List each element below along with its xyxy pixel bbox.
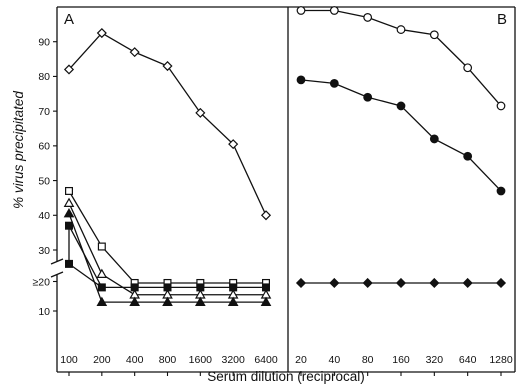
x-tick-label-b: 160 xyxy=(392,354,410,366)
x-tick-label-a: 6400 xyxy=(254,354,278,366)
y-tick-label: ≥20 xyxy=(33,276,51,288)
data-point-a-open-diamond xyxy=(228,139,239,150)
axes-layer xyxy=(50,6,516,376)
data-point-a-filled-square xyxy=(229,283,238,292)
x-tick-label-b: 1280 xyxy=(489,354,513,366)
x-tick-label-b: 80 xyxy=(362,354,374,366)
text-layer: 10 ≥20 30 40 50 60 70 80 90 100 200 400 800 1600 3200 6… xyxy=(11,11,513,384)
data-point-a-open-diamond xyxy=(63,64,75,75)
x-tick-label-a: 200 xyxy=(93,354,111,366)
data-point-b-filled-diamond xyxy=(329,277,340,289)
connector-line-a xyxy=(68,263,103,288)
data-point-a-filled-square xyxy=(163,283,172,292)
data-point-a-open-diamond xyxy=(195,107,206,118)
data-point-a-open-diamond xyxy=(96,27,107,39)
data-point-a-filled-triangle xyxy=(63,208,75,218)
data-point-b-open-circle xyxy=(429,30,439,40)
data-point-a-open-triangle xyxy=(96,268,108,278)
data-point-a-filled-square xyxy=(64,259,73,268)
data-point-b-filled-circle xyxy=(463,151,473,161)
data-point-a-open-triangle xyxy=(63,197,75,207)
data-point-a-open-diamond xyxy=(129,47,140,58)
y-tick-label: 50 xyxy=(38,175,50,187)
series-line-a-filled-square xyxy=(68,225,266,289)
y-tick-label: 30 xyxy=(38,245,50,257)
data-point-b-filled-circle xyxy=(429,134,439,144)
y-tick-label: 80 xyxy=(38,71,50,83)
data-point-a-filled-square xyxy=(262,283,271,292)
series-line-a-open-diamond xyxy=(68,32,267,216)
axis-break-mark xyxy=(50,258,64,265)
series-line-b-filled-circle xyxy=(300,79,502,192)
data-point-b-open-circle xyxy=(329,6,339,15)
x-tick-label-a: 400 xyxy=(126,354,144,366)
data-point-b-open-circle xyxy=(396,25,406,34)
data-point-b-filled-circle xyxy=(363,92,373,102)
y-axis-title: % virus precipitated xyxy=(11,91,26,209)
data-point-a-filled-triangle xyxy=(162,296,173,306)
x-tick-label-a: 1600 xyxy=(189,354,213,366)
x-tick-label-a: 800 xyxy=(159,354,177,366)
x-tick-label-a: 3200 xyxy=(221,354,245,366)
x-tick-label-a: 100 xyxy=(60,354,78,366)
data-point-a-open-diamond xyxy=(260,210,272,221)
data-point-a-open-square xyxy=(64,186,73,195)
data-point-a-open-diamond xyxy=(162,60,173,72)
data-point-a-filled-square xyxy=(130,283,139,292)
x-tick-label-b: 320 xyxy=(426,354,444,366)
x-axis-title: Serum dilution (reciprocal) xyxy=(207,369,365,384)
data-point-b-filled-circle xyxy=(296,75,306,85)
data-point-b-filled-diamond xyxy=(429,277,440,289)
data-point-a-filled-triangle xyxy=(129,296,141,306)
data-point-a-filled-triangle xyxy=(227,296,239,306)
data-point-b-open-circle xyxy=(296,6,306,15)
y-tick-label: 90 xyxy=(38,37,50,49)
panel-label-a: A xyxy=(64,11,74,28)
data-point-b-open-circle xyxy=(363,13,373,22)
panel-label-b: B xyxy=(497,11,507,28)
data-point-a-filled-square xyxy=(97,283,106,292)
data-point-a-open-square xyxy=(97,242,106,251)
data-point-b-filled-diamond xyxy=(495,277,507,289)
data-point-a-filled-triangle xyxy=(194,296,206,306)
y-tick-label: 10 xyxy=(38,306,50,318)
data-point-b-filled-diamond xyxy=(295,277,307,289)
markers-layer xyxy=(63,6,507,306)
y-tick-label: 60 xyxy=(38,141,50,153)
series-line-b-open-circle xyxy=(301,9,502,107)
axis-break-mark xyxy=(50,271,64,278)
data-point-a-filled-triangle xyxy=(260,296,272,306)
x-tick-label-b: 640 xyxy=(459,354,477,366)
y-tick-label: 40 xyxy=(38,210,50,222)
x-tick-label-b: 40 xyxy=(328,354,340,366)
data-point-b-filled-circle xyxy=(496,186,506,196)
data-point-a-filled-square xyxy=(196,283,205,292)
series-line-a-open-square xyxy=(68,190,266,284)
y-tick-label: 70 xyxy=(38,106,50,118)
data-point-b-filled-diamond xyxy=(462,277,473,289)
data-point-b-filled-diamond xyxy=(395,277,407,289)
x-tick-label-b: 20 xyxy=(295,354,307,366)
data-point-b-open-circle xyxy=(463,63,473,73)
data-point-b-filled-diamond xyxy=(362,277,373,289)
data-point-b-open-circle xyxy=(496,101,506,111)
data-point-a-filled-triangle xyxy=(96,296,108,306)
data-point-a-filled-square xyxy=(64,221,73,230)
data-point-b-filled-circle xyxy=(396,101,406,111)
data-point-b-filled-circle xyxy=(329,78,339,88)
